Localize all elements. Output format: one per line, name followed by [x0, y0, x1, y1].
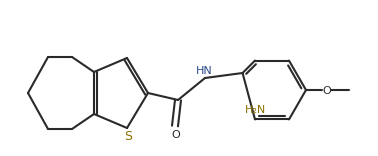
- Text: O: O: [323, 85, 332, 95]
- Text: H₂N: H₂N: [245, 105, 266, 115]
- Text: S: S: [124, 131, 132, 144]
- Text: O: O: [172, 130, 180, 140]
- Text: HN: HN: [196, 66, 212, 76]
